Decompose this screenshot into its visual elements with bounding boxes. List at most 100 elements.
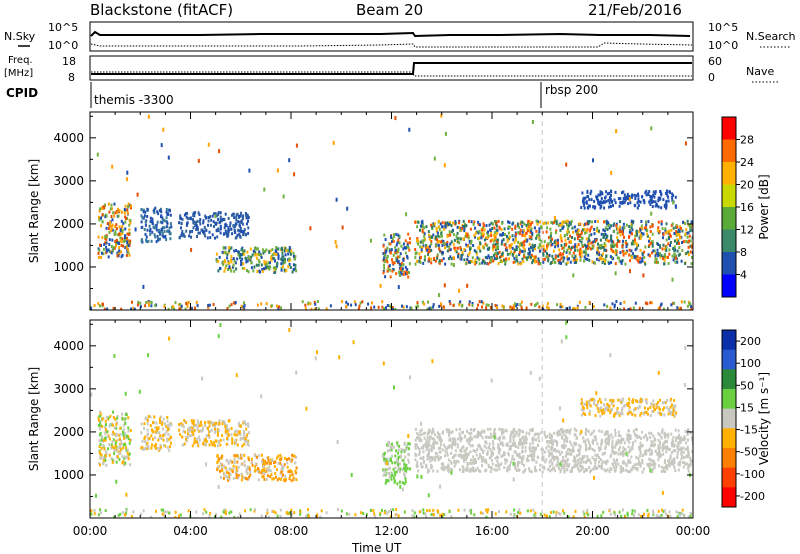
velocity-sparse-echoes (90, 320, 691, 498)
power-frame (89, 111, 694, 311)
power-event-6 (580, 189, 677, 210)
freq-tick-top: 18 (62, 55, 76, 68)
date-label: 21/Feb/2016 (588, 1, 682, 19)
colorbar-tick-label: 16 (740, 201, 754, 214)
colorbar-tick-label: 28 (740, 134, 754, 147)
cpid-label: CPID (6, 86, 38, 100)
colorbar-tick-label: 8 (740, 246, 747, 259)
power-near-range (90, 300, 693, 310)
velocity-panel: 1000 2000 3000 4000 00:00 04:00 08:00 12:00 16:0… (27, 319, 711, 538)
y-tick-label: 2000 (53, 425, 84, 439)
nsky-label: N.Sky (4, 30, 36, 43)
colorbar-segment (722, 229, 736, 253)
power-event-1 (140, 206, 173, 244)
x-tick-label: 20:00 (575, 524, 610, 538)
colorbar-segment (722, 349, 736, 370)
colorbar-tick-label: -200 (740, 490, 765, 503)
velocity-event-0 (97, 410, 132, 467)
colorbar-segment (722, 428, 736, 449)
freq-trace (91, 62, 692, 75)
nsearch-tick-bottom: 10^0 (708, 39, 738, 52)
power-colorbar: 4 8 12 16 20 24 28 Power [dB] (721, 116, 771, 298)
colorbar-tick-label: 50 (740, 379, 754, 392)
y-tick-label: 4000 (53, 131, 84, 145)
colorbar-segment (722, 184, 736, 208)
station-title: Blackstone (fitACF) (90, 1, 233, 19)
x-tick-label: 16:00 (475, 524, 510, 538)
velocity-event-3 (216, 453, 298, 483)
freq-tick-bottom: 8 (68, 71, 75, 84)
colorbar-tick-label: 20 (740, 179, 754, 192)
cpid-segment-1: themis -3300 (94, 93, 174, 107)
colorbar-tick-label: 100 (740, 357, 761, 370)
colorbar-segment (722, 252, 736, 275)
velocity-event-2 (178, 419, 251, 448)
colorbar-segment (722, 139, 736, 163)
colorbar-label: Velocity [m s⁻¹] (757, 372, 771, 465)
power-panel: 1000 2000 3000 4000 Slant Range [km] (27, 111, 694, 311)
nave-label: Nave (746, 65, 774, 78)
nsky-panel (89, 21, 694, 52)
y-tick-label: 2000 (53, 217, 84, 231)
colorbar-segment (722, 467, 736, 488)
colorbar-tick-label: 4 (740, 269, 747, 282)
colorbar-segment (722, 408, 736, 429)
velocity-frame (89, 319, 694, 519)
x-axis-label: Time UT (351, 541, 402, 554)
velocity-event-1 (140, 414, 173, 452)
power-sparse-echoes (96, 113, 693, 298)
velocity-event-6 (579, 397, 678, 418)
nsearch-trace (90, 42, 693, 48)
velocity-event-5 (414, 427, 693, 474)
colorbar-segment (722, 448, 736, 469)
colorbar-segment (722, 369, 736, 390)
y-axis-label: Slant Range [km] (27, 159, 41, 263)
colorbar-tick-label: -100 (740, 468, 765, 481)
colorbar-tick-label: -50 (740, 446, 758, 459)
x-tick-label: 08:00 (274, 524, 309, 538)
velocity-echoes (90, 320, 693, 518)
y-tick-label: 4000 (53, 339, 84, 353)
colorbar-segment (722, 487, 736, 508)
colorbar-tick-label: 24 (740, 156, 754, 169)
colorbar-segment (722, 389, 736, 410)
colorbar-segment (722, 162, 736, 185)
nave-tick-bottom: 0 (708, 71, 715, 84)
nsearch-label: N.Search (746, 30, 796, 43)
x-tick-label: 12:00 (374, 524, 409, 538)
velocity-event-4 (381, 440, 412, 486)
colorbar-segment (722, 330, 736, 351)
freq-label-1: Freq. (8, 55, 33, 66)
nsky-trace (90, 30, 691, 38)
power-event-0 (97, 202, 132, 259)
colorbar-tick-label: -15 (740, 424, 758, 437)
colorbar-tick-label: 12 (740, 224, 754, 237)
y-tick-label: 1000 (53, 260, 84, 274)
power-event-4 (382, 232, 411, 279)
nave-tick-top: 60 (708, 55, 722, 68)
power-echoes (90, 113, 693, 310)
power-event-3 (215, 246, 298, 274)
freq-label-2: [MHz] (4, 68, 33, 79)
colorbar-segment (722, 207, 736, 230)
power-event-5 (414, 219, 693, 266)
cpid-segment-2: rbsp 200 (545, 83, 598, 97)
y-tick-label: 1000 (53, 468, 84, 482)
colorbar-segment (722, 117, 736, 140)
nsky-tick-bottom: 10^0 (48, 39, 78, 52)
colorbar-frame (721, 329, 737, 508)
y-tick-label: 3000 (53, 382, 84, 396)
x-tick-label: 00:00 (73, 524, 108, 538)
y-tick-label: 3000 (53, 174, 84, 188)
colorbar-tick-label: 15 (740, 401, 754, 414)
nave-trace (91, 71, 692, 77)
x-tick-label: 00:00 (676, 524, 711, 538)
power-event-2 (178, 211, 250, 240)
beam-label: Beam 20 (356, 1, 423, 19)
y-axis-label: Slant Range [km] (27, 367, 41, 471)
velocity-near-range (90, 508, 693, 518)
x-tick-label: 04:00 (173, 524, 208, 538)
nsearch-tick-top: 10^5 (708, 21, 738, 34)
colorbar-segment (722, 274, 736, 298)
